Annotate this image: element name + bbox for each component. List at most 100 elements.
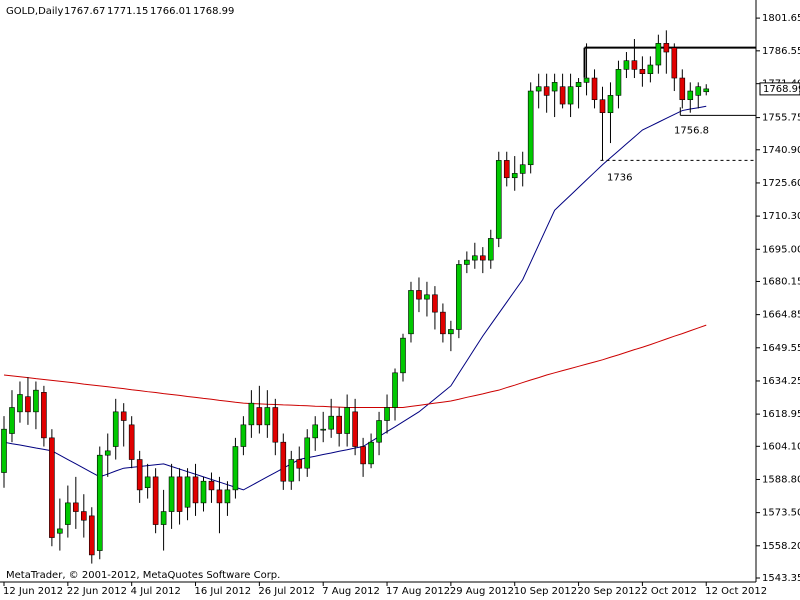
candle-body [328,415,334,430]
candle-body [551,82,558,92]
quote-open: 1767.67 [64,6,105,17]
candle-body [88,515,95,556]
candle-body [232,446,239,491]
candle-body [200,480,207,504]
x-tick-label: 17 Aug 2012 [386,586,450,597]
candle-body [208,480,215,491]
quote-high: 1771.15 [107,6,148,17]
candle-body [344,407,350,434]
candle-body [152,476,159,525]
candle-body [296,459,303,469]
candle-body [160,511,167,525]
x-tick-label: 29 Aug 2012 [450,586,514,597]
candle-body [623,60,630,70]
candle-body [607,95,614,114]
candle-body [575,82,582,88]
candle-body [432,294,438,313]
y-tick-label: 1558.20 [762,541,800,552]
y-tick-label: 1618.95 [762,409,800,420]
candle-body [1,428,7,473]
quote-low: 1766.01 [150,6,191,17]
candle-body [559,86,566,105]
candle-body [17,394,23,413]
y-tick-label: 1604.10 [762,441,800,452]
watermark: MetaTrader, © 2001-2012, MetaQuotes Soft… [6,570,280,581]
candle-body [416,290,422,300]
candle-body [671,47,678,79]
y-tick-label: 1755.75 [762,113,800,124]
candle-body [192,476,199,504]
y-tick-label: 1649.55 [762,343,800,354]
level-label: 1736 [607,172,632,183]
candle-body [136,459,143,491]
x-tick-label: 7 Aug 2012 [322,586,380,597]
candle-body [104,450,111,456]
candle-body [168,476,175,512]
candle-body [81,511,87,521]
candle-body [9,407,15,434]
candle-body [312,424,319,439]
candle-body [456,264,462,330]
x-tick-label: 20 Sep 2012 [578,586,641,597]
candle-body [33,389,39,413]
candle-body [264,407,271,426]
candle-body [408,290,414,335]
candle-body [703,88,710,93]
candle-body [639,69,646,74]
candle-body [567,86,574,105]
candle-body [336,415,342,434]
candle-body [49,437,55,538]
candle-body [120,411,127,421]
candle-body [73,502,79,512]
candle-body [352,411,358,447]
quote-close: 1768.99 [193,6,234,17]
y-tick-label: 1740.90 [762,145,800,156]
candle-body [679,77,686,101]
y-tick-label: 1725.60 [762,178,800,189]
candle-body [360,446,366,465]
candle-body [384,407,390,421]
candle-body [464,259,470,265]
candle-body [511,173,518,179]
candle-body [503,160,510,179]
candle-body [599,99,606,114]
candle-body [695,86,702,96]
x-tick-label: 16 Jul 2012 [195,586,252,597]
candle-body [631,60,638,70]
y-tick-label: 1695.00 [762,244,800,255]
candle-body [184,476,191,508]
candle-body [615,69,622,96]
candle-body [144,476,151,489]
candle-body [304,437,311,469]
candle-body [376,420,382,443]
candle-body [527,90,534,166]
x-tick-label: 10 Sep 2012 [514,586,577,597]
y-tick-label: 1664.85 [762,310,800,321]
y-tick-label: 1543.35 [762,573,800,584]
last-price-box [759,82,800,96]
y-tick-label: 1588.80 [762,474,800,485]
candle-body [687,90,694,101]
y-tick-label: 1710.30 [762,211,800,222]
y-tick-label: 1680.15 [762,276,800,287]
symbol: GOLD,Daily [6,6,63,17]
level-label: 1756.8 [674,125,709,136]
candle-body [272,407,279,443]
candle-body [57,528,63,534]
candle-body [487,238,494,261]
candle-body [448,329,454,335]
x-tick-label: 4 Jul 2012 [131,586,181,597]
candle-body [647,64,654,74]
candle-body [392,372,398,408]
candle-body [216,489,223,504]
x-tick-label: 12 Jun 2012 [3,586,63,597]
candle-body [288,459,295,482]
candle-body [248,402,255,426]
candle-body [65,502,71,525]
candle-body [472,255,478,261]
x-tick-label: 12 Oct 2012 [705,586,767,597]
candle-body [240,424,247,447]
candle-body [495,160,502,239]
